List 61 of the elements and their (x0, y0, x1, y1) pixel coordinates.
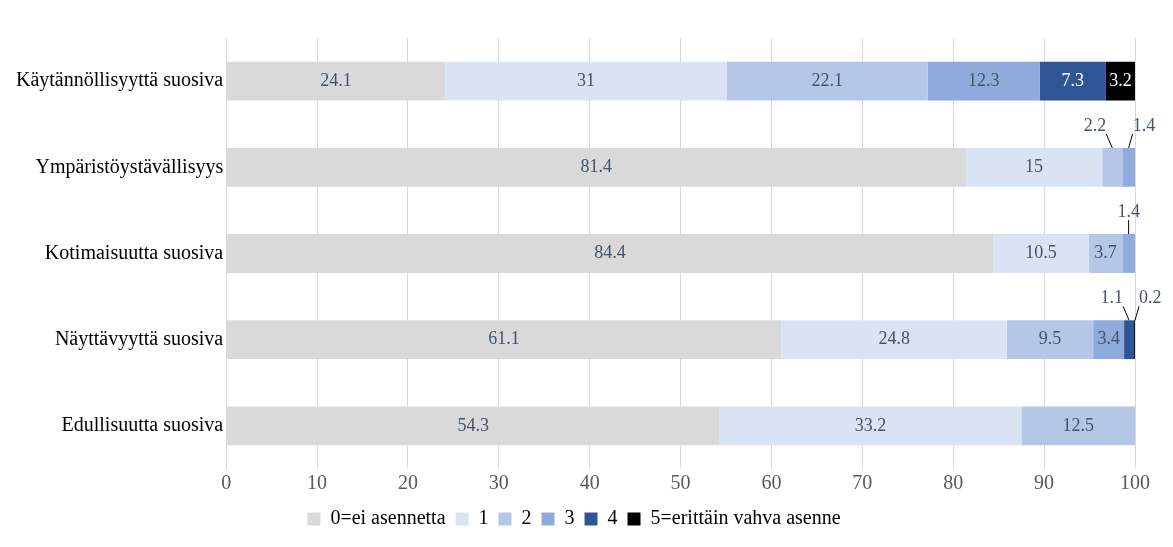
data-label: 81.4 (580, 156, 613, 177)
x-tick-label: 40 (579, 471, 600, 494)
x-tick-label: 80 (943, 471, 964, 494)
data-label: 3.2 (1109, 69, 1132, 90)
legend-label: 1 (478, 506, 489, 529)
data-label: 7.3 (1061, 69, 1084, 90)
data-label: 3.7 (1094, 242, 1117, 263)
data-label: 12.3 (967, 69, 1000, 90)
data-label: 84.4 (594, 242, 626, 263)
bar (1122, 147, 1135, 187)
data-label: 15 (1025, 156, 1044, 177)
y-tick-label: Näyttävyyttä suosiva (54, 326, 224, 350)
data-label: 1.4 (1117, 200, 1140, 221)
bar (1088, 234, 1123, 273)
data-label: 2.2 (1083, 114, 1107, 135)
data-label: 61.1 (488, 328, 520, 349)
bar (726, 61, 928, 101)
bar (1093, 320, 1125, 360)
legend-label: 0=ei asennetta (330, 506, 446, 529)
legend-label: 5=erittäin vahva asenne (650, 506, 841, 529)
data-label: 10.5 (1025, 242, 1057, 263)
data-label: 9.5 (1038, 328, 1062, 349)
bar (445, 61, 727, 101)
data-label: 24.8 (878, 328, 910, 349)
bar (927, 61, 1040, 101)
x-tick-label: 30 (488, 471, 509, 494)
data-label: 12.5 (1062, 414, 1094, 435)
data-label: 1.4 (1132, 114, 1156, 135)
x-tick-label: 50 (670, 471, 691, 494)
data-label: 1.1 (1100, 287, 1124, 308)
x-tick-label: 0 (221, 471, 232, 494)
y-tick-label: Edullisuutta suosiva (61, 413, 224, 436)
bar (1039, 61, 1106, 101)
bar (1006, 320, 1094, 360)
bar (719, 406, 1022, 446)
bar (1102, 147, 1123, 187)
bar (1124, 320, 1135, 360)
data-label: 0.2 (1139, 287, 1162, 308)
legend-label: 4 (607, 506, 618, 529)
x-tick-label: 10 (307, 471, 328, 494)
bar (965, 147, 1103, 187)
x-tick-label: 60 (761, 471, 782, 494)
data-label: 24.1 (320, 69, 352, 90)
data-label: 3.4 (1097, 328, 1120, 349)
bar (993, 234, 1089, 273)
x-tick-label: 70 (852, 471, 873, 494)
data-label: 22.1 (811, 69, 844, 90)
x-tick-label: 20 (397, 471, 418, 494)
data-label: 31 (577, 69, 596, 90)
y-tick-label: Kotimaisuutta suosiva (44, 240, 224, 263)
x-tick-label: 100 (1120, 471, 1150, 494)
x-tick-label: 90 (1034, 471, 1055, 494)
legend-label: 2 (521, 506, 532, 529)
bar (781, 320, 1007, 360)
data-label: 33.2 (854, 414, 887, 435)
data-label: 54.3 (457, 414, 489, 435)
y-tick-label: Ympäristöystävällisyys (35, 154, 224, 178)
legend-label: 3 (564, 506, 575, 529)
bar (1021, 406, 1135, 446)
y-tick-label: Käytännöllisyyttä suosiva (15, 68, 224, 92)
bar (1122, 234, 1135, 273)
